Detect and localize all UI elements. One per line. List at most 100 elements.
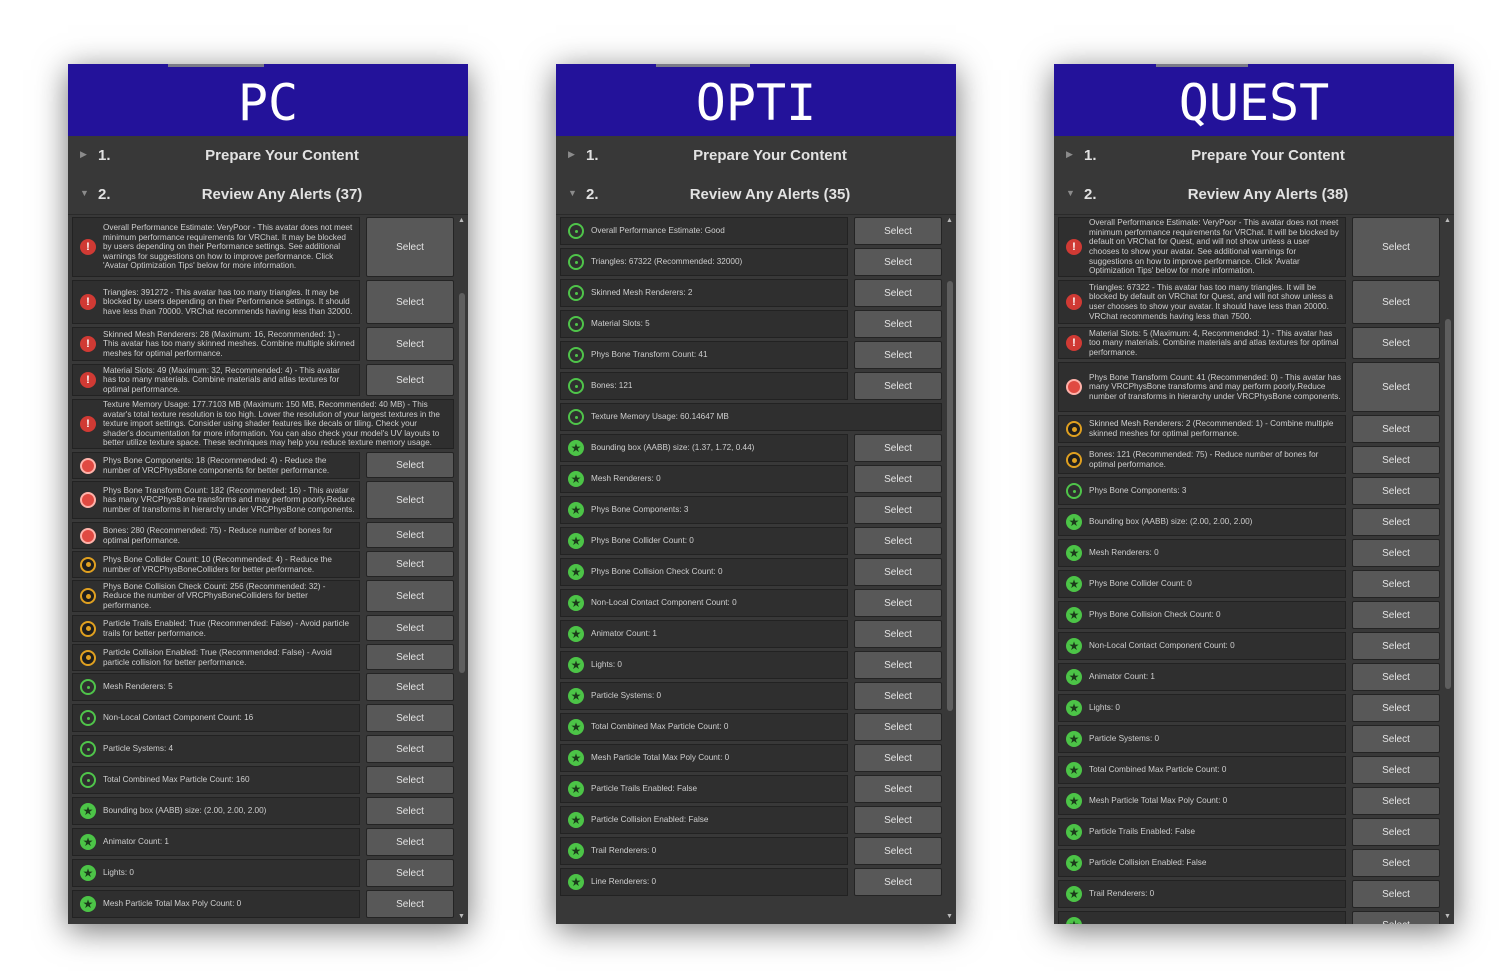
select-button[interactable]: Select — [1352, 362, 1440, 412]
scroll-up-arrow-icon[interactable]: ▲ — [1444, 217, 1451, 224]
alerts-scroll-view[interactable]: ! Overall Performance Estimate: VeryPoor … — [68, 214, 468, 924]
error-circle-icon — [80, 492, 96, 508]
select-button[interactable]: Select — [854, 744, 942, 772]
section-review-alerts[interactable]: ▼ 2. Review Any Alerts (35) — [556, 175, 956, 214]
section-prepare-content[interactable]: ▶ 1. Prepare Your Content — [556, 136, 956, 175]
select-button[interactable]: Select — [854, 806, 942, 834]
alert-message: Bones: 280 (Recommended: 75) - Reduce nu… — [72, 522, 360, 549]
select-button[interactable]: Select — [1352, 694, 1440, 722]
select-button[interactable]: Select — [1352, 477, 1440, 505]
alert-row: ★ Particle Collision Enabled: False Select — [560, 806, 942, 834]
scroll-down-arrow-icon[interactable]: ▼ — [1444, 913, 1451, 920]
section-review-alerts[interactable]: ▼ 2. Review Any Alerts (38) — [1054, 175, 1454, 214]
select-button[interactable]: Select — [854, 775, 942, 803]
select-button[interactable]: Select — [366, 644, 454, 670]
select-button[interactable]: Select — [1352, 818, 1440, 846]
error-icon: ! — [80, 416, 96, 432]
select-button[interactable]: Select — [854, 527, 942, 555]
select-button[interactable]: Select — [1352, 508, 1440, 536]
select-button[interactable]: Select — [854, 589, 942, 617]
select-button[interactable]: Select — [1352, 446, 1440, 474]
select-button[interactable]: Select — [366, 280, 454, 324]
select-button[interactable]: Select — [854, 310, 942, 338]
alert-text: Bounding box (AABB) size: (2.00, 2.00, 2… — [1089, 517, 1253, 527]
section-review-alerts[interactable]: ▼ 2. Review Any Alerts (37) — [68, 175, 468, 214]
scrollbar-thumb[interactable] — [947, 281, 953, 711]
select-button[interactable]: Select — [854, 248, 942, 276]
select-button[interactable]: Select — [366, 797, 454, 825]
select-button[interactable]: Select — [854, 372, 942, 400]
alert-message: ★ Particle Trails Enabled: False — [1058, 818, 1346, 846]
select-button[interactable]: Select — [366, 217, 454, 277]
select-button[interactable]: Select — [1352, 756, 1440, 784]
scroll-down-arrow-icon[interactable]: ▼ — [946, 913, 953, 920]
select-button[interactable]: Select — [366, 481, 454, 519]
alert-message: ! Texture Memory Usage: 177.7103 MB (Maxi… — [72, 399, 454, 449]
alerts-scroll-view[interactable]: Overall Performance Estimate: Good Select… — [556, 214, 956, 924]
scroll-up-arrow-icon[interactable]: ▲ — [458, 217, 465, 224]
select-button[interactable]: Select — [366, 551, 454, 577]
scrollbar-thumb[interactable] — [1445, 319, 1451, 689]
select-button[interactable]: Select — [1352, 601, 1440, 629]
scroll-up-arrow-icon[interactable]: ▲ — [946, 217, 953, 224]
alert-message: Overall Performance Estimate: Good — [560, 217, 848, 245]
scroll-down-arrow-icon[interactable]: ▼ — [458, 913, 465, 920]
select-button[interactable]: Select — [854, 279, 942, 307]
select-button[interactable]: Select — [1352, 217, 1440, 277]
select-button[interactable]: Select — [854, 682, 942, 710]
select-button[interactable]: Select — [366, 673, 454, 701]
select-button[interactable]: Select — [366, 735, 454, 763]
select-button[interactable]: Select — [1352, 280, 1440, 324]
select-button[interactable]: Select — [366, 580, 454, 612]
select-button[interactable]: Select — [854, 341, 942, 369]
select-button[interactable]: Select — [1352, 911, 1440, 924]
info-icon — [568, 378, 584, 394]
alert-text: Non-Local Contact Component Count: 0 — [591, 598, 737, 608]
select-button[interactable]: Select — [366, 364, 454, 396]
select-button[interactable]: Select — [854, 868, 942, 896]
select-button[interactable]: Select — [1352, 725, 1440, 753]
select-button[interactable]: Select — [1352, 570, 1440, 598]
select-button[interactable]: Select — [366, 828, 454, 856]
alert-text: Phys Bone Components: 18 (Recommended: 4… — [103, 455, 330, 475]
select-button[interactable]: Select — [854, 217, 942, 245]
select-button[interactable]: Select — [1352, 539, 1440, 567]
select-button[interactable]: Select — [1352, 663, 1440, 691]
select-button[interactable]: Select — [1352, 415, 1440, 443]
vertical-scrollbar[interactable]: ▲ ▼ — [457, 217, 466, 920]
select-button[interactable]: Select — [1352, 880, 1440, 908]
scrollbar-thumb[interactable] — [459, 293, 465, 673]
select-button[interactable]: Select — [366, 859, 454, 887]
select-button[interactable]: Select — [1352, 327, 1440, 359]
select-button[interactable]: Select — [854, 465, 942, 493]
select-button[interactable]: Select — [366, 522, 454, 548]
section-prepare-content[interactable]: ▶ 1. Prepare Your Content — [68, 136, 468, 175]
alert-message: Non-Local Contact Component Count: 16 — [72, 704, 360, 732]
select-button[interactable]: Select — [366, 327, 454, 361]
select-button[interactable]: Select — [366, 766, 454, 794]
select-button[interactable]: Select — [854, 434, 942, 462]
vertical-scrollbar[interactable]: ▲ ▼ — [1443, 217, 1452, 920]
vertical-scrollbar[interactable]: ▲ ▼ — [945, 217, 954, 920]
check-star-icon: ★ — [568, 657, 584, 673]
select-button[interactable]: Select — [854, 837, 942, 865]
select-button[interactable]: Select — [854, 558, 942, 586]
select-button[interactable]: Select — [366, 615, 454, 641]
select-button[interactable]: Select — [1352, 632, 1440, 660]
alert-message: ★ Mesh Renderers: 0 — [1058, 539, 1346, 567]
alert-row: ★ Phys Bone Collider Count: 0 Select — [1058, 570, 1440, 598]
check-star-icon: ★ — [1066, 917, 1082, 924]
select-button[interactable]: Select — [854, 496, 942, 524]
select-button[interactable]: Select — [366, 452, 454, 478]
select-button[interactable]: Select — [854, 651, 942, 679]
select-button[interactable]: Select — [1352, 787, 1440, 815]
select-button[interactable]: Select — [366, 890, 454, 918]
select-button[interactable]: Select — [1352, 849, 1440, 877]
section-prepare-content[interactable]: ▶ 1. Prepare Your Content — [1054, 136, 1454, 175]
select-button[interactable]: Select — [854, 620, 942, 648]
alert-row: ★ Trail Renderers: 0 Select — [1058, 880, 1440, 908]
alerts-scroll-view[interactable]: ! Overall Performance Estimate: VeryPoor … — [1054, 214, 1454, 924]
select-button[interactable]: Select — [854, 713, 942, 741]
alert-message: ★ Mesh Particle Total Max Poly Count: 0 — [1058, 787, 1346, 815]
select-button[interactable]: Select — [366, 704, 454, 732]
